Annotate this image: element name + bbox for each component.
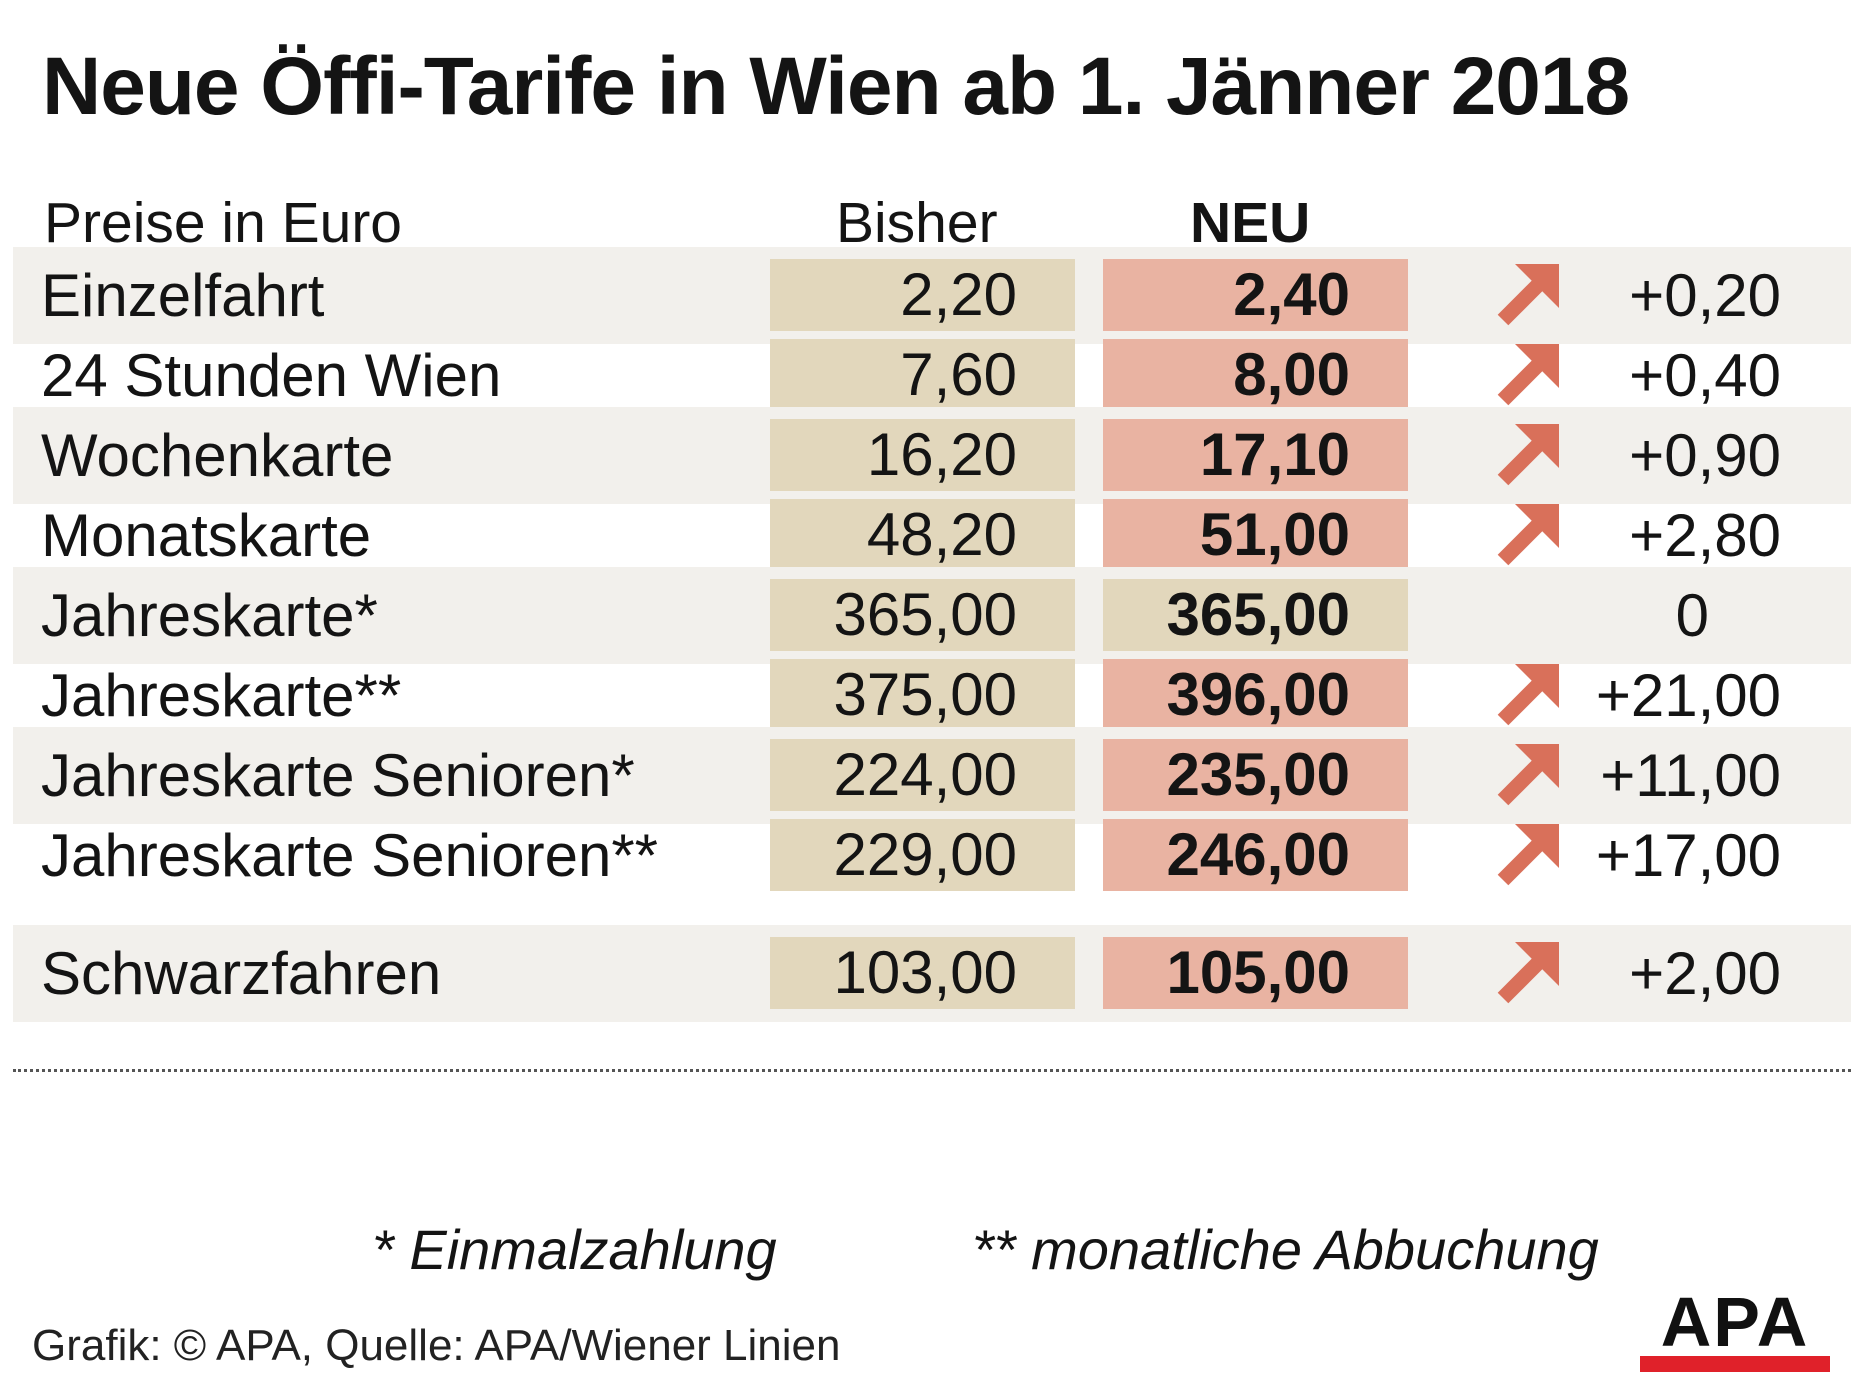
old-price-cell: 229,00 bbox=[770, 819, 1075, 891]
arrow-up-right-icon bbox=[1497, 942, 1559, 1004]
source-credit: Grafik: © APA, Quelle: APA/Wiener Linien bbox=[32, 1321, 841, 1370]
arrow-up-right-icon bbox=[1497, 504, 1559, 566]
table-row: Monatskarte 48,20 51,00 +2,80 bbox=[13, 487, 1851, 584]
table-row: Schwarzfahren 103,00 105,00 +2,00 bbox=[13, 925, 1851, 1022]
new-price-cell: 396,00 bbox=[1103, 659, 1408, 731]
column-header-new: NEU bbox=[1190, 191, 1311, 255]
new-price-cell: 2,40 bbox=[1103, 259, 1408, 331]
price-change: 0 bbox=[1675, 581, 1709, 649]
chart-title: Neue Öffi-Tarife in Wien ab 1. Jänner 20… bbox=[42, 41, 1630, 132]
price-change: +2,00 bbox=[1629, 939, 1781, 1007]
new-price-cell: 365,00 bbox=[1103, 579, 1408, 651]
row-label: Jahreskarte** bbox=[41, 661, 402, 729]
old-price-cell: 2,20 bbox=[770, 259, 1075, 331]
apa-logo-text: APA bbox=[1660, 1283, 1810, 1361]
column-header-old: Bisher bbox=[836, 191, 998, 255]
old-price-cell: 224,00 bbox=[770, 739, 1075, 811]
new-price-cell: 17,10 bbox=[1103, 419, 1408, 491]
footnote-single: * Einmalzahlung bbox=[372, 1218, 777, 1281]
new-price-cell: 8,00 bbox=[1103, 339, 1408, 411]
arrow-up-right-icon bbox=[1497, 424, 1559, 486]
apa-logo-bar bbox=[1640, 1356, 1830, 1372]
row-label: Jahreskarte Senioren* bbox=[41, 741, 635, 809]
old-price-cell: 48,20 bbox=[770, 499, 1075, 571]
price-change: +0,20 bbox=[1629, 261, 1781, 329]
row-label: Wochenkarte bbox=[41, 421, 394, 489]
row-label: Einzelfahrt bbox=[41, 261, 325, 329]
new-price-cell: 51,00 bbox=[1103, 499, 1408, 571]
row-label: Jahreskarte* bbox=[41, 581, 378, 649]
arrow-up-right-icon bbox=[1497, 344, 1559, 406]
old-price-cell: 365,00 bbox=[770, 579, 1075, 651]
row-label: 24 Stunden Wien bbox=[41, 341, 502, 409]
new-price-cell: 105,00 bbox=[1103, 937, 1408, 1009]
column-header-label: Preise in Euro bbox=[44, 191, 403, 255]
row-label: Jahreskarte Senioren** bbox=[41, 821, 659, 889]
price-change: +2,80 bbox=[1629, 501, 1781, 569]
table-row: Jahreskarte Senioren* 224,00 235,00 +11,00 bbox=[13, 727, 1851, 824]
table-row: Jahreskarte** 375,00 396,00 +21,00 bbox=[13, 647, 1851, 744]
table-row: Einzelfahrt 2,20 2,40 +0,20 bbox=[13, 247, 1851, 344]
price-change: +17,00 bbox=[1595, 821, 1781, 889]
new-price-cell: 246,00 bbox=[1103, 819, 1408, 891]
old-price-cell: 103,00 bbox=[770, 937, 1075, 1009]
price-change: +0,40 bbox=[1629, 341, 1781, 409]
table-row: 24 Stunden Wien 7,60 8,00 +0,40 bbox=[13, 327, 1851, 424]
old-price-cell: 375,00 bbox=[770, 659, 1075, 731]
old-price-cell: 16,20 bbox=[770, 419, 1075, 491]
table-row: Jahreskarte* 365,00 365,00 0 bbox=[13, 567, 1851, 664]
price-change: +0,90 bbox=[1629, 421, 1781, 489]
price-change: +21,00 bbox=[1595, 661, 1781, 729]
old-price-cell: 7,60 bbox=[770, 339, 1075, 411]
apa-logo: APA bbox=[1640, 1283, 1830, 1372]
arrow-up-right-icon bbox=[1497, 744, 1559, 806]
table-row: Jahreskarte Senioren** 229,00 246,00 +17,00 bbox=[13, 807, 1851, 904]
new-price-cell: 235,00 bbox=[1103, 739, 1408, 811]
arrow-up-right-icon bbox=[1497, 664, 1559, 726]
arrow-up-right-icon bbox=[1497, 824, 1559, 886]
table-row: Wochenkarte 16,20 17,10 +0,90 bbox=[13, 407, 1851, 504]
arrow-up-right-icon bbox=[1497, 264, 1559, 326]
row-label: Monatskarte bbox=[41, 501, 372, 569]
price-change: +11,00 bbox=[1600, 741, 1781, 809]
row-label: Schwarzfahren bbox=[41, 939, 442, 1007]
table-divider bbox=[13, 1069, 1851, 1072]
footnote-double: ** monatliche Abbuchung bbox=[972, 1218, 1599, 1281]
